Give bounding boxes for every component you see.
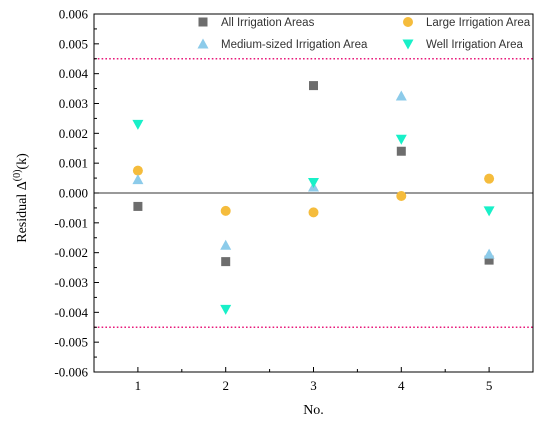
legend-label: Medium-sized Irrigation Area <box>221 39 368 51</box>
data-point <box>132 174 144 185</box>
data-point <box>309 81 318 91</box>
y-axis: -0.006 -0.005 -0.004 -0.003 -0.002 -0.001 0.00… <box>54 7 99 380</box>
series-1 <box>132 165 495 218</box>
y-tick-label: -0.002 <box>54 245 88 260</box>
y-tick-label: -0.003 <box>54 275 88 290</box>
data-point <box>483 248 495 259</box>
x-tick-label: 2 <box>222 378 229 393</box>
data-point <box>220 205 231 216</box>
data-point <box>308 178 319 189</box>
x-axis-title: No. <box>303 403 324 418</box>
y-tick-label: -0.005 <box>54 335 88 350</box>
legend-item-3: Well Irrigation Area <box>402 39 524 51</box>
data-point <box>132 165 143 176</box>
x-tick-label: 1 <box>135 378 142 393</box>
data-point <box>395 90 407 101</box>
data-point <box>308 207 319 218</box>
y-tick-label: -0.001 <box>54 215 88 230</box>
legend-marker <box>402 39 414 50</box>
series-0 <box>133 81 494 267</box>
y-tick-label: 0.005 <box>59 36 88 51</box>
legend-marker <box>197 38 209 49</box>
data-point <box>220 239 232 250</box>
y-axis-title-suffix: (k) <box>15 153 30 170</box>
legend-item-2: Medium-sized Irrigation Area <box>197 38 368 51</box>
data-point <box>220 304 232 315</box>
series-layer <box>132 81 495 315</box>
y-tick-label: 0.003 <box>59 96 88 111</box>
data-point <box>132 119 144 130</box>
legend-label: All Irrigation Areas <box>221 17 315 29</box>
legend-label: Well Irrigation Area <box>426 39 524 51</box>
data-point <box>483 206 495 217</box>
legend-marker <box>198 17 208 27</box>
x-tick-label: 3 <box>310 378 317 393</box>
legend-item-1: Large Irrigation Area <box>403 17 531 29</box>
data-point <box>484 173 495 184</box>
x-tick-label: 4 <box>398 378 405 393</box>
y-tick-label: -0.004 <box>54 305 88 320</box>
y-tick-label: 0.001 <box>59 156 88 171</box>
y-axis-title-main: Residual Δ <box>15 181 30 243</box>
data-point <box>133 201 143 211</box>
legend-item-0: All Irrigation Areas <box>198 17 315 29</box>
y-tick-label: 0.000 <box>59 186 88 201</box>
y-tick-label: 0.002 <box>59 126 88 141</box>
reference-lines <box>94 57 533 329</box>
legend-label: Large Irrigation Area <box>426 17 531 29</box>
y-tick-label: -0.006 <box>54 365 88 380</box>
series-3 <box>132 119 495 315</box>
x-axis: 1 2 3 4 5 <box>135 367 493 393</box>
legend-marker <box>403 17 413 27</box>
y-axis-title-superscript: (0) <box>12 170 23 182</box>
data-point <box>396 190 407 201</box>
data-point <box>221 257 231 267</box>
data-point <box>396 146 406 156</box>
data-point <box>395 134 407 145</box>
data-point <box>484 255 494 265</box>
y-axis-title: Residual Δ(0)(k) <box>12 153 30 243</box>
y-tick-label: 0.004 <box>59 66 89 81</box>
x-tick-label: 5 <box>486 378 493 393</box>
y-tick-label: 0.006 <box>59 7 89 22</box>
legend: All Irrigation Areas Large Irrigation Are… <box>197 17 531 51</box>
series-2 <box>132 90 495 259</box>
